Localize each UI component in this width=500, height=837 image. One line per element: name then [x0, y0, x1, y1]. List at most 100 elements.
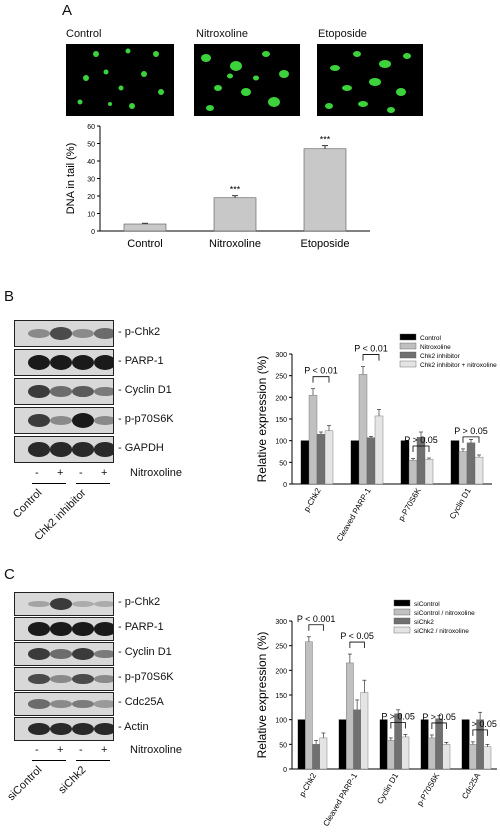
- pvalue-bracket: [308, 624, 324, 631]
- blot-band: [50, 416, 72, 425]
- blot-label: - p-Chk2: [118, 325, 161, 338]
- grouped-bar: [358, 374, 368, 485]
- chart-c: 0 50 100 150 200 250 300 Relative expression (%…: [255, 599, 497, 828]
- comet-label-nitroxoline: Nitroxoline: [196, 28, 248, 40]
- grouped-bar: [360, 692, 369, 770]
- legend-label: siControl: [414, 601, 440, 608]
- blot-strip: [14, 436, 114, 463]
- grouped-bar: [450, 440, 460, 485]
- chart-a-xtick-label: Etoposide: [301, 238, 350, 250]
- grouped-ytick-label: 300: [275, 619, 287, 626]
- blot-band: [28, 384, 50, 399]
- grouped-xtick-label: p-Chk2: [302, 486, 323, 513]
- chart-b: 0 50 100 150 200 250 300 Relative expression (%…: [255, 333, 497, 543]
- grouped-ytick-label: 300: [275, 352, 287, 359]
- pvalue-bracket: [390, 722, 406, 729]
- comet-image-etoposide: [317, 44, 423, 116]
- grouped-bar: [408, 459, 418, 485]
- blot-strip: [14, 592, 114, 616]
- grouped-xtick-label: Cyclin D1: [448, 486, 473, 521]
- legend-label: siControl / nitroxoline: [414, 610, 475, 617]
- pvalue-bracket: [412, 445, 430, 452]
- pvalue-label: P > 0.05: [454, 426, 488, 436]
- blot-band: [94, 622, 113, 636]
- treatment-sign: +: [57, 744, 64, 756]
- panel-a-letter: A: [62, 2, 73, 19]
- blot-band: [28, 699, 50, 709]
- blot-label: - p-p70S6K: [118, 412, 174, 425]
- legend-swatch: [399, 342, 417, 350]
- treatment-sign: +: [57, 467, 64, 479]
- grouped-bar: [300, 440, 310, 485]
- legend-label: Control: [420, 335, 442, 342]
- blot-band: [72, 329, 94, 338]
- grouped-ytick-label: 50: [279, 460, 287, 467]
- grouped-xtick-label: p-P70S6K: [397, 486, 423, 523]
- blot-band: [94, 355, 113, 370]
- treatment-sign: -: [79, 744, 83, 756]
- blot-label: - Cdc25A: [118, 696, 164, 708]
- pvalue-bracket: [462, 436, 480, 443]
- grouped-bar: [308, 394, 318, 485]
- treatment-sign: -: [35, 467, 39, 479]
- chart-a-significance: ***: [230, 185, 241, 195]
- blot-strip: [14, 378, 114, 405]
- pvalue-label: P > 0.05: [381, 711, 415, 721]
- panel-b-letter: B: [4, 288, 15, 305]
- grouped-ytick-label: 100: [275, 718, 287, 725]
- legend-swatch: [393, 626, 411, 634]
- blot-band: [94, 722, 113, 736]
- chart-a-ytick-label: 40: [87, 159, 95, 166]
- blot-band: [28, 329, 50, 338]
- group-bracket: [76, 483, 110, 484]
- grouped-bar: [353, 709, 361, 770]
- treatment-sign: +: [101, 467, 108, 479]
- pvalue-label: P > 0.05: [463, 719, 497, 729]
- blot-band: [72, 442, 94, 457]
- grouped-ytick-label: 250: [275, 374, 287, 381]
- chart-a-bar: [303, 148, 347, 232]
- blot-band: [50, 675, 72, 683]
- chart-a-xtick-label: Nitroxoline: [209, 238, 261, 250]
- pvalue-bracket: [472, 729, 488, 736]
- grouped-bar: [350, 440, 360, 485]
- grouped-ytick-label: 50: [279, 742, 287, 749]
- pvalue-label: P > 0.05: [404, 435, 438, 445]
- group-label: Control: [10, 487, 45, 521]
- legend-swatch: [393, 599, 411, 607]
- chart-a-ytick-label: 50: [87, 142, 95, 149]
- blot-strip: [14, 642, 114, 666]
- grouped-bar: [474, 456, 484, 485]
- grouped-bar: [297, 719, 306, 770]
- blot-strip: [14, 617, 114, 641]
- grouped-bar: [338, 719, 347, 770]
- blot-label: - Cyclin D1: [118, 646, 172, 658]
- legend-label: Nitroxoline: [420, 344, 451, 351]
- treatment-label: Nitroxoline: [130, 467, 182, 479]
- grouped-bar: [319, 737, 328, 770]
- treatment-sign: -: [79, 467, 83, 479]
- pvalue-bracket: [349, 641, 365, 649]
- blot-band: [72, 355, 94, 370]
- blot-band: [28, 413, 50, 428]
- blot-band: [94, 328, 113, 339]
- pvalue-label: P < 0.01: [354, 344, 388, 354]
- grouped-ytick-label: 200: [275, 668, 287, 675]
- grouped-bar: [483, 746, 492, 770]
- grouped-ylabel: Relative expression (%): [255, 356, 269, 483]
- grouped-bar: [379, 719, 388, 770]
- pvalue-bracket: [362, 354, 380, 361]
- blot-strip: [14, 692, 114, 716]
- grouped-xtick-label: Cdc25A: [460, 771, 482, 801]
- chart-a-ytick-label: 0: [91, 229, 95, 236]
- blot-band: [72, 600, 94, 608]
- blot-band: [94, 675, 113, 683]
- grouped-ytick-label: 100: [275, 439, 287, 446]
- grouped-bar: [316, 433, 326, 485]
- grouped-bar: [435, 718, 443, 770]
- blot-band: [72, 622, 94, 636]
- blot-band: [50, 622, 72, 636]
- legend-label: siChk2 / nitroxoline: [414, 628, 469, 635]
- chart-a-bar: [213, 197, 257, 232]
- legend-swatch: [399, 333, 417, 341]
